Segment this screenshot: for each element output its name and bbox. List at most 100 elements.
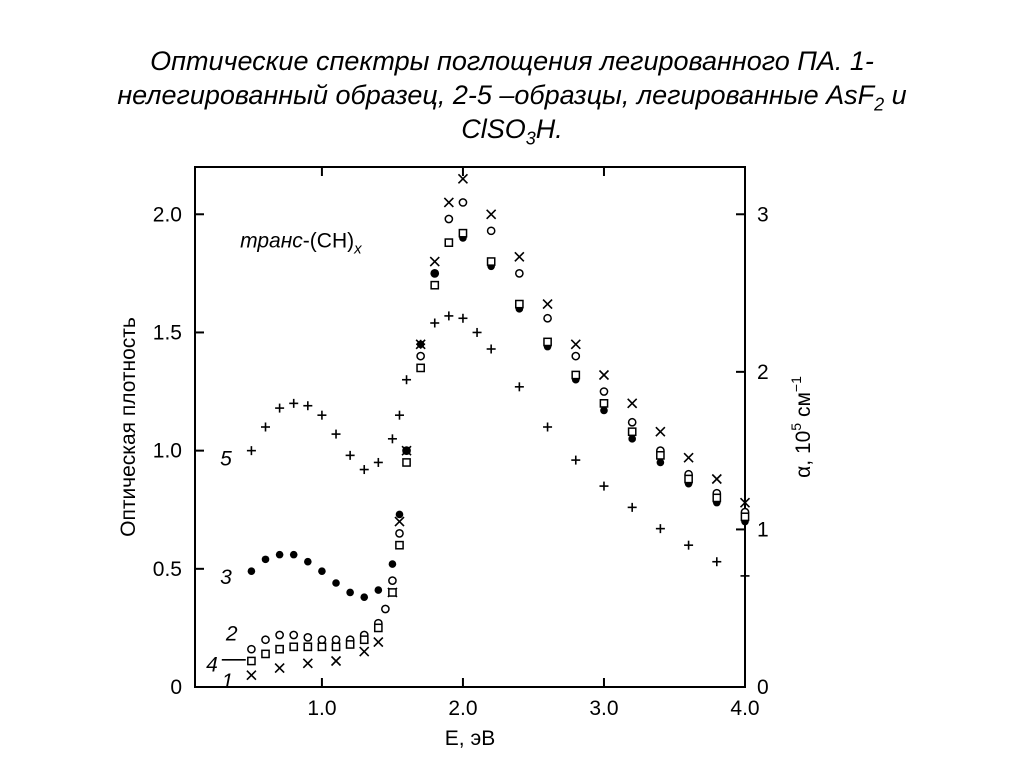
series-2-point [458,198,468,207]
series-4-point [486,257,496,266]
series-4-point [395,540,404,550]
marker-stroke [739,497,751,508]
series-1-point [429,256,440,267]
series-2-point [395,529,404,538]
series-1-point [373,637,384,648]
series-5-point [289,398,299,408]
marker-stroke [514,251,525,262]
series-4-point [247,656,256,666]
plot-frame [194,166,746,688]
series-5-point [331,429,341,439]
series-4-point [712,493,722,503]
series-2-point [275,630,284,640]
marker-stroke [429,256,440,267]
series-1-point [739,497,751,508]
series-1-point [598,369,610,381]
marker-stroke [330,655,342,667]
right-y-tick-label: 1 [757,518,769,541]
annotation-formula: -(CH) [303,229,354,252]
series-4-point [388,588,397,597]
right-axis-title-unit: см [792,392,815,423]
series-3-point [289,550,298,559]
series-2-point [247,644,256,654]
series-2-point [317,635,327,645]
title-line-2-end: и [884,80,907,110]
series-3-point [332,579,340,587]
series-1-point [627,398,638,409]
marker-stroke [711,473,722,485]
series-2-point [571,351,581,361]
series-1-point [486,209,497,220]
series-4-point [317,642,327,652]
series-1-point [443,197,454,208]
title-line-3-subscript: 3 [525,128,536,149]
x-tick-label: 4.0 [730,697,759,720]
series-2-point [627,417,637,427]
y-tick-label: 0 [170,676,182,699]
series-1-point [514,251,525,262]
series-4-point [331,642,341,652]
series-2-point [543,313,552,323]
series-3-point [346,588,354,597]
series-3-point [395,510,404,519]
title-line-3-end: H. [535,114,563,144]
marker-stroke [683,452,694,463]
series-5-point [543,422,553,432]
series-3-point [318,567,326,575]
right-axis-title-prefix: α, 10 [792,431,815,478]
title-line-2-text: нелегированный образец, 2-5 –образцы, ле… [117,80,875,110]
series-4-point [740,512,750,522]
series-5-point [712,557,722,567]
curve-label-3: 3 [220,566,232,589]
series-1-point [683,452,694,463]
series-4-point [359,635,369,645]
right-axis-title-unit-exponent: −1 [788,376,804,392]
series-4-point [275,644,284,654]
series-1-point [302,658,313,669]
series-4-point [416,363,425,373]
annotation-italic: транс [240,229,303,252]
series-3-point [628,435,636,443]
series-3-point [261,555,270,564]
series-2-point [381,604,390,614]
series-2-point [515,269,524,278]
series-4-point [444,238,454,247]
y-tick-label: 1.0 [153,440,182,463]
right-y-tick-label: 0 [757,676,769,699]
series-2-point [416,351,425,361]
series-3-point [360,593,369,601]
marker-stroke [655,426,666,437]
series-3-point [388,560,397,568]
right-axis-title-exponent: 5 [788,423,804,431]
series-5-point [317,410,327,420]
right-y-tick-label: 3 [757,203,769,226]
series-5-point [416,339,426,349]
series-1-point [359,646,370,657]
series-2-point [388,576,397,585]
series-5-point [387,434,397,444]
series-5-point [627,502,637,512]
series-5-point [472,327,482,337]
trans-ch-annotation: транс-(CH)x [240,229,362,257]
title-line-3-text: ClSO [461,114,526,144]
marker-stroke [274,663,285,674]
y-tick-label: 2.0 [153,203,182,226]
series-1-point [457,173,469,184]
series-3-point [304,557,312,566]
y-tick-label: 0.5 [153,558,182,581]
series-4-point [345,640,355,649]
series-1-point [711,473,722,485]
series-4-point [627,427,637,437]
series-1-point [394,516,405,527]
series-4-point [303,642,313,652]
series-5-point [684,540,694,550]
marker-stroke [302,658,313,669]
series-1-point [570,339,581,350]
marker-stroke [627,398,638,409]
series-5-point [261,422,271,432]
series-1-point [274,663,285,674]
series-3-point [374,586,383,594]
series-5-point [345,450,355,460]
